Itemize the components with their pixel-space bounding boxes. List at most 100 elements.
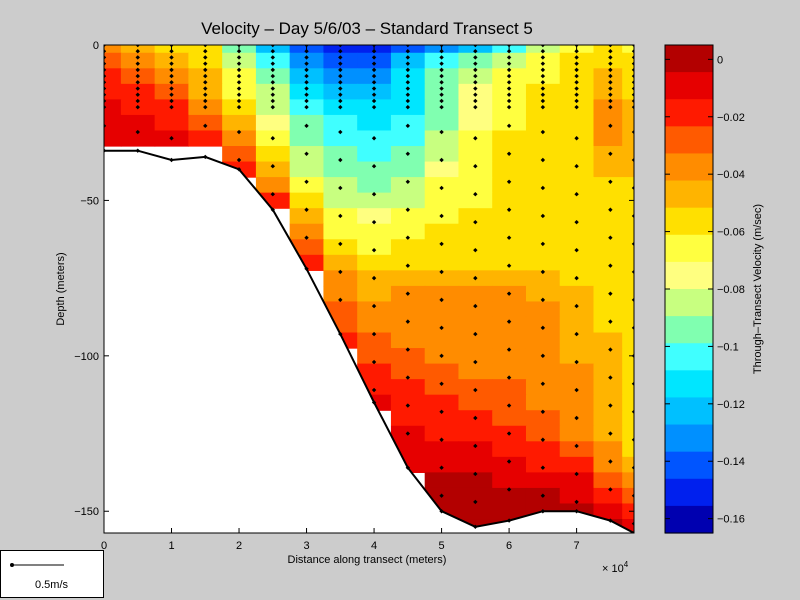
velocity-field bbox=[104, 45, 634, 533]
plot-frame bbox=[103, 44, 635, 534]
velocity-cell bbox=[424, 223, 460, 240]
velocity-cell bbox=[622, 254, 634, 271]
data-point bbox=[338, 67, 343, 73]
velocity-cell bbox=[559, 254, 595, 271]
velocity-cell bbox=[559, 379, 595, 396]
data-point bbox=[574, 98, 579, 104]
velocity-cell bbox=[458, 192, 493, 209]
data-point bbox=[631, 325, 634, 331]
velocity-cell bbox=[458, 363, 493, 380]
x-tick-label: 2 bbox=[236, 540, 242, 552]
data-point bbox=[304, 55, 309, 60]
data-point bbox=[104, 49, 107, 54]
velocity-cell bbox=[559, 441, 595, 458]
velocity-cell bbox=[559, 223, 595, 240]
data-point bbox=[304, 67, 309, 73]
velocity-cell bbox=[390, 45, 426, 54]
data-point bbox=[270, 104, 275, 110]
data-point bbox=[439, 129, 444, 135]
velocity-cell bbox=[390, 332, 426, 349]
data-point bbox=[169, 98, 174, 104]
data-point bbox=[540, 241, 546, 247]
velocity-cell bbox=[559, 208, 595, 225]
data-point bbox=[203, 98, 208, 104]
data-point bbox=[338, 157, 343, 163]
data-point bbox=[540, 98, 546, 104]
data-point bbox=[608, 80, 613, 85]
data-point bbox=[473, 67, 478, 73]
velocity-cell bbox=[357, 177, 392, 194]
data-point bbox=[439, 185, 444, 191]
velocity-cell bbox=[622, 99, 634, 116]
seafloor-mask bbox=[104, 150, 634, 533]
data-point bbox=[169, 55, 174, 60]
data-point bbox=[338, 55, 343, 60]
velocity-cell bbox=[593, 45, 623, 54]
measurement-points bbox=[104, 45, 634, 533]
velocity-cell bbox=[390, 254, 426, 271]
data-point bbox=[236, 104, 242, 110]
data-point bbox=[574, 67, 579, 73]
velocity-cell bbox=[559, 146, 595, 163]
velocity-cell bbox=[424, 161, 460, 178]
velocity-cell bbox=[559, 177, 595, 194]
data-point bbox=[270, 73, 275, 79]
velocity-cell bbox=[255, 177, 291, 194]
data-point bbox=[540, 86, 546, 91]
velocity-cell bbox=[525, 161, 561, 178]
velocity-cell bbox=[188, 52, 223, 69]
data-point bbox=[405, 403, 411, 408]
velocity-cell bbox=[390, 410, 426, 427]
velocity-cell bbox=[593, 114, 623, 132]
velocity-cell bbox=[357, 332, 392, 349]
velocity-cell bbox=[525, 472, 561, 489]
velocity-cell bbox=[357, 363, 392, 380]
velocity-cell bbox=[323, 223, 358, 240]
velocity-cell bbox=[622, 410, 634, 427]
velocity-cell bbox=[188, 114, 223, 132]
data-point bbox=[574, 387, 579, 393]
velocity-cell bbox=[492, 301, 527, 318]
data-point bbox=[540, 129, 546, 135]
data-point bbox=[631, 86, 634, 91]
data-point bbox=[405, 347, 411, 352]
velocity-cell bbox=[622, 68, 634, 85]
data-point bbox=[540, 45, 546, 48]
y-tick-label: −100 bbox=[74, 351, 99, 363]
data-point bbox=[439, 73, 444, 79]
data-point bbox=[270, 86, 275, 91]
data-point bbox=[473, 80, 478, 85]
velocity-cell bbox=[525, 301, 561, 318]
data-point bbox=[371, 191, 377, 197]
velocity-cell bbox=[104, 130, 122, 147]
velocity-cell bbox=[357, 301, 392, 318]
data-point bbox=[506, 104, 512, 110]
data-point bbox=[405, 263, 411, 268]
velocity-cell bbox=[622, 487, 634, 505]
data-point bbox=[304, 61, 309, 66]
x-axis-multiplier: × 104 bbox=[602, 560, 629, 575]
data-point bbox=[540, 80, 546, 85]
velocity-cell bbox=[622, 285, 634, 303]
data-point bbox=[203, 73, 208, 79]
data-point bbox=[405, 98, 411, 104]
data-point bbox=[574, 247, 579, 253]
velocity-cell bbox=[492, 487, 527, 505]
data-point bbox=[540, 185, 546, 191]
data-point bbox=[506, 86, 512, 91]
velocity-cell bbox=[525, 223, 561, 240]
velocity-cell bbox=[458, 177, 493, 194]
velocity-cell bbox=[593, 239, 623, 256]
data-point bbox=[203, 45, 208, 48]
colorbar-tick-label: −0.04 bbox=[717, 169, 745, 181]
colorbar-ticks: 0 −0.02 −0.04 −0.06 −0.08 −0.1 −0.12 −0.14 −0.16 bbox=[665, 54, 745, 526]
data-point bbox=[506, 80, 512, 85]
velocity-cell bbox=[390, 130, 426, 147]
velocity-cell bbox=[492, 379, 527, 396]
data-point bbox=[304, 235, 309, 240]
data-point bbox=[104, 123, 107, 129]
velocity-cell bbox=[289, 130, 325, 147]
velocity-cell bbox=[104, 99, 122, 116]
x-tick-label: 4 bbox=[371, 540, 377, 552]
data-point bbox=[574, 104, 579, 110]
